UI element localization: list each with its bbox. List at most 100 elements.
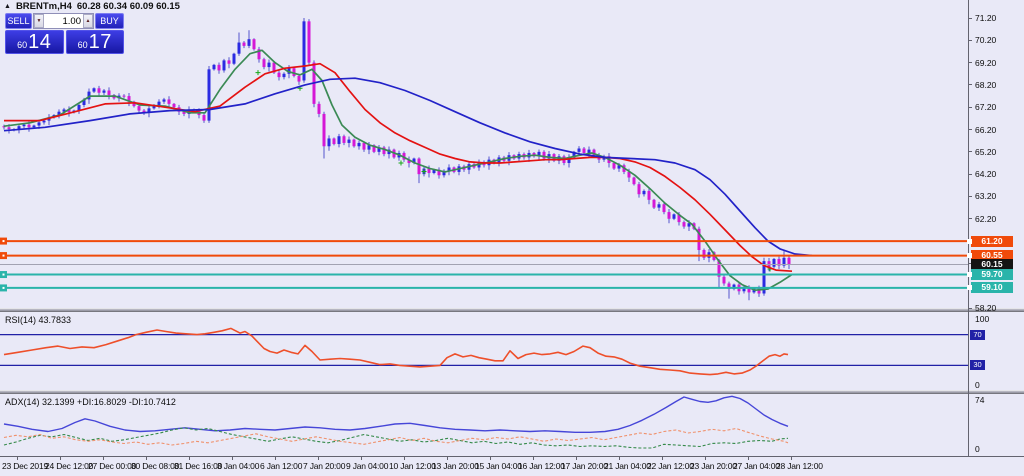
candle-body: [97, 88, 101, 93]
candle-body: [352, 139, 356, 147]
price-axis-tick: [968, 173, 972, 175]
volume-decrease-button[interactable]: ▼: [34, 14, 44, 28]
price-axis-label: 71.20: [975, 13, 997, 23]
candle-body: [632, 177, 636, 185]
candle-body: [217, 64, 221, 71]
time-axis-tick: [748, 456, 749, 460]
rsi-level-chip: 30: [970, 360, 985, 371]
candle-body: [412, 158, 416, 163]
price-axis-tick: [968, 39, 972, 41]
candle-body: [777, 258, 781, 266]
sell-price-small: 60: [17, 40, 28, 50]
candle-body: [2, 126, 6, 128]
time-axis-border: [0, 456, 1024, 457]
candle-body: [347, 139, 351, 143]
candle-body: [427, 168, 431, 174]
candle-body: [672, 214, 676, 219]
time-axis-label: 15 Jan 04:00: [475, 461, 522, 471]
time-axis-tick: [103, 456, 104, 460]
rsi-scale-label: 100: [975, 314, 990, 324]
candle-body: [407, 159, 411, 163]
time-axis-label: 24 Dec 12:00: [45, 461, 94, 471]
candle-body: [107, 90, 111, 95]
buy-price-display[interactable]: 60 17: [65, 30, 124, 54]
time-axis-label: 16 Jan 12:00: [518, 461, 565, 471]
candle-body: [547, 154, 551, 159]
candle-body: [67, 109, 71, 113]
candle-body: [277, 72, 281, 78]
adx-series-line: [3, 427, 789, 446]
chart-title: ▲ BRENTm,H4 60.28 60.34 60.09 60.15: [4, 1, 180, 12]
time-axis-label: 21 Jan 04:00: [604, 461, 651, 471]
candle-body: [617, 165, 621, 169]
candle-body: [302, 21, 306, 81]
candle-body: [157, 101, 161, 105]
candle-body: [332, 138, 336, 145]
candle-body: [242, 42, 246, 46]
candle-body: [162, 99, 166, 102]
time-axis-tick: [17, 456, 18, 460]
candle-body: [757, 287, 761, 294]
time-axis-label: 27 Dec 00:00: [88, 461, 137, 471]
candle-body: [787, 257, 791, 265]
time-axis-label: 10 Jan 12:00: [389, 461, 436, 471]
price-axis-tick: [968, 307, 972, 309]
time-axis-tick: [705, 456, 706, 460]
price-axis-tick: [968, 151, 972, 153]
sell-button[interactable]: SELL: [5, 13, 32, 29]
price-axis-label: 64.20: [975, 169, 997, 180]
adx-label: ADX(14) 32.1399 +DI:16.8029 -DI:10.7412: [5, 397, 176, 407]
candle-body: [132, 101, 136, 107]
price-axis-tick: [968, 262, 972, 264]
candle-body: [402, 152, 406, 160]
price-axis-label: 69.20: [975, 57, 997, 68]
rsi-indicator-panel[interactable]: [0, 312, 968, 390]
time-axis-label: 17 Jan 20:00: [561, 461, 608, 471]
buy-price-small: 60: [77, 40, 88, 50]
main-price-chart[interactable]: [0, 0, 968, 308]
adx-indicator-panel[interactable]: [0, 394, 968, 456]
doji-mark: [398, 160, 404, 166]
rsi-label: RSI(14) 43.7833: [5, 315, 72, 325]
buy-button[interactable]: BUY: [95, 13, 124, 29]
candle-body: [677, 214, 681, 223]
candle-body: [742, 286, 746, 292]
candle-body: [762, 261, 766, 294]
moving-average-line: [4, 62, 793, 273]
price-axis-tick: [968, 129, 972, 131]
candle-body: [317, 103, 321, 114]
volume-input[interactable]: [44, 14, 83, 28]
candle-body: [657, 204, 661, 208]
candle-body: [322, 113, 326, 147]
candle-body: [342, 136, 346, 143]
sell-price-display[interactable]: 60 14: [5, 30, 64, 54]
candle-body: [102, 90, 106, 93]
volume-increase-button[interactable]: ▲: [83, 14, 93, 28]
candle-body: [337, 136, 341, 145]
candle-body: [182, 111, 186, 114]
price-axis-tick: [968, 17, 972, 19]
panel-separator[interactable]: [0, 308, 1024, 312]
line-handle-center: [2, 240, 5, 243]
sell-price-big: 14: [28, 31, 52, 53]
candle-body: [767, 261, 771, 267]
candle-body: [377, 147, 381, 152]
candle-body: [722, 276, 726, 284]
price-axis-label: 58.20: [975, 303, 997, 313]
time-axis-tick: [662, 456, 663, 460]
time-axis-tick: [619, 456, 620, 460]
panel-separator[interactable]: [0, 390, 1024, 394]
time-axis-label: 22 Jan 12:00: [647, 461, 694, 471]
candle-body: [32, 125, 36, 128]
adx-scale-label: 74: [975, 395, 985, 405]
candle-body: [727, 283, 731, 290]
candle-body: [87, 91, 91, 100]
candle-body: [142, 110, 146, 113]
symbol-icon: ▲: [4, 3, 11, 10]
volume-stepper: ▼ ▲: [33, 13, 94, 29]
candle-body: [207, 69, 211, 121]
price-axis-label: 63.20: [975, 191, 997, 202]
candle-body: [42, 120, 46, 123]
candle-body: [297, 76, 301, 82]
candle-body: [17, 126, 21, 130]
